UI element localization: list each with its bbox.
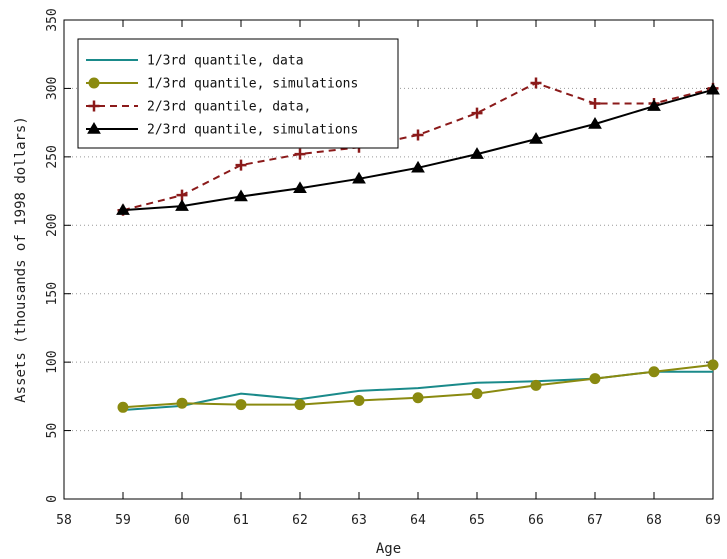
data-point bbox=[470, 147, 484, 159]
x-tick-label: 64 bbox=[410, 513, 426, 528]
data-point bbox=[471, 107, 483, 119]
data-point bbox=[235, 159, 247, 171]
data-point bbox=[530, 77, 542, 89]
x-tick-label: 59 bbox=[115, 513, 131, 528]
legend-label: 1/3rd quantile, simulations bbox=[147, 77, 358, 92]
data-point bbox=[176, 397, 188, 409]
y-tick-label: 100 bbox=[45, 350, 60, 373]
x-tick-label: 63 bbox=[351, 513, 367, 528]
y-tick-label: 350 bbox=[45, 8, 60, 31]
x-tick-label: 58 bbox=[56, 513, 72, 528]
y-tick-label: 200 bbox=[45, 214, 60, 237]
data-point bbox=[530, 379, 542, 391]
series-group bbox=[116, 82, 720, 215]
x-tick-label: 65 bbox=[469, 513, 485, 528]
legend-label: 2/3rd quantile, data, bbox=[147, 100, 311, 115]
y-tick-label: 250 bbox=[45, 145, 60, 168]
data-point bbox=[588, 117, 602, 129]
data-point bbox=[706, 82, 720, 95]
data-point bbox=[116, 203, 130, 215]
data-point bbox=[471, 388, 483, 400]
data-point bbox=[412, 129, 424, 141]
data-point bbox=[353, 394, 365, 406]
data-point bbox=[234, 189, 248, 202]
data-point bbox=[707, 359, 719, 371]
data-point bbox=[294, 399, 306, 411]
x-tick-label: 66 bbox=[528, 513, 544, 528]
legend: 1/3rd quantile, data 1/3rd quantile, simu… bbox=[77, 38, 399, 149]
data-point bbox=[412, 392, 424, 404]
data-point bbox=[294, 148, 306, 160]
legend-items: 1/3rd quantile, data 1/3rd quantile, simu… bbox=[86, 54, 358, 138]
data-point bbox=[88, 77, 100, 89]
x-axis-label: Age bbox=[376, 541, 401, 557]
x-tick-label: 60 bbox=[174, 513, 190, 528]
x-tick-label: 67 bbox=[587, 513, 603, 528]
data-point bbox=[589, 97, 601, 109]
data-point bbox=[648, 366, 660, 378]
y-tick-label: 0 bbox=[45, 495, 60, 503]
plot-frame bbox=[63, 19, 714, 500]
data-point bbox=[293, 181, 307, 194]
data-point bbox=[589, 373, 601, 385]
data-point bbox=[87, 122, 101, 134]
data-point bbox=[117, 401, 129, 413]
x-tick-label: 69 bbox=[705, 513, 721, 528]
legend-label: 2/3rd quantile, simulations bbox=[147, 123, 358, 138]
y-axis-label: Assets (thousands of 1998 dollars) bbox=[13, 116, 29, 403]
x-tick-label: 68 bbox=[646, 513, 662, 528]
data-point bbox=[352, 171, 366, 184]
data-point bbox=[175, 199, 189, 211]
x-tick-label: 62 bbox=[292, 513, 308, 528]
y-tick-label: 150 bbox=[45, 282, 60, 305]
data-point bbox=[88, 100, 100, 112]
data-point bbox=[235, 399, 247, 411]
axis-ticks: 0 50 100 150 200 250 300 350 58 59 60 61 62 63 64 65 66 6… bbox=[45, 8, 721, 528]
data-point bbox=[647, 99, 661, 111]
legend-label: 1/3rd quantile, data bbox=[147, 54, 304, 69]
series-group bbox=[117, 359, 719, 413]
data-point bbox=[176, 189, 188, 201]
y-tick-label: 50 bbox=[45, 423, 60, 439]
y-tick-label: 300 bbox=[45, 77, 60, 100]
data-point bbox=[411, 160, 425, 173]
x-tick-label: 61 bbox=[233, 513, 249, 528]
data-point bbox=[529, 132, 543, 144]
